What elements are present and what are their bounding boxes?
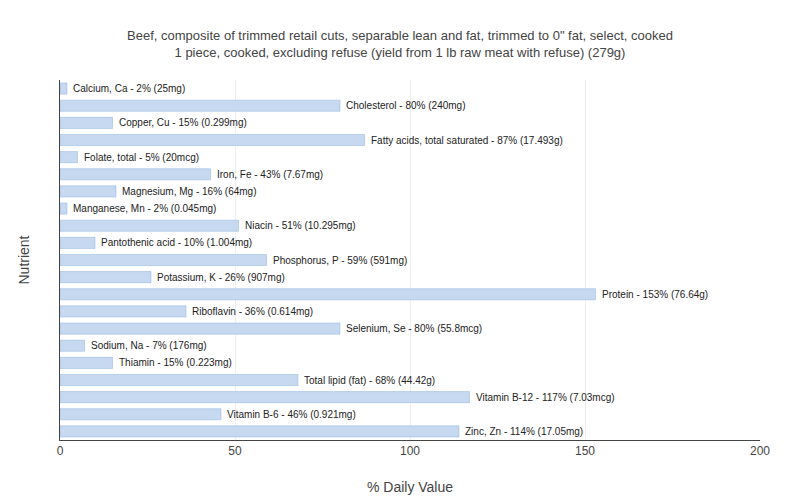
- svg-text:Copper, Cu - 15% (0.299mg): Copper, Cu - 15% (0.299mg): [119, 117, 247, 128]
- svg-text:Magnesium, Mg - 16% (64mg): Magnesium, Mg - 16% (64mg): [122, 186, 257, 197]
- svg-text:Fatty acids, total saturated -: Fatty acids, total saturated - 87% (17.4…: [371, 135, 563, 146]
- svg-text:Pantothenic acid - 10% (1.004m: Pantothenic acid - 10% (1.004mg): [101, 237, 252, 248]
- svg-text:Selenium, Se - 80% (55.8mcg): Selenium, Se - 80% (55.8mcg): [346, 323, 482, 334]
- svg-text:50: 50: [228, 444, 242, 458]
- svg-text:Sodium, Na - 7% (176mg): Sodium, Na - 7% (176mg): [91, 340, 207, 351]
- svg-text:Calcium, Ca - 2% (25mg): Calcium, Ca - 2% (25mg): [73, 83, 185, 94]
- svg-text:Zinc, Zn - 114% (17.05mg): Zinc, Zn - 114% (17.05mg): [465, 426, 583, 437]
- svg-text:Vitamin B-6 - 46% (0.921mg): Vitamin B-6 - 46% (0.921mg): [227, 409, 356, 420]
- svg-text:100: 100: [400, 444, 420, 458]
- svg-text:Thiamin - 15% (0.223mg): Thiamin - 15% (0.223mg): [119, 357, 232, 368]
- svg-text:Iron, Fe - 43% (7.67mg): Iron, Fe - 43% (7.67mg): [217, 169, 323, 180]
- svg-text:Total lipid (fat) - 68% (44.42: Total lipid (fat) - 68% (44.42g): [304, 375, 435, 386]
- svg-text:% Daily Value: % Daily Value: [367, 479, 453, 495]
- svg-text:Cholesterol - 80% (240mg): Cholesterol - 80% (240mg): [346, 100, 466, 111]
- svg-text:Beef, composite of trimmed ret: Beef, composite of trimmed retail cuts, …: [127, 28, 673, 60]
- svg-text:Manganese, Mn - 2% (0.045mg): Manganese, Mn - 2% (0.045mg): [73, 203, 216, 214]
- svg-text:200: 200: [750, 444, 770, 458]
- svg-text:Riboflavin - 36% (0.614mg): Riboflavin - 36% (0.614mg): [192, 306, 313, 317]
- svg-text:Potassium, K - 26% (907mg): Potassium, K - 26% (907mg): [157, 272, 285, 283]
- svg-text:Phosphorus, P - 59% (591mg): Phosphorus, P - 59% (591mg): [273, 255, 407, 266]
- svg-text:Nutrient: Nutrient: [16, 235, 32, 284]
- svg-text:150: 150: [575, 444, 595, 458]
- svg-text:Vitamin B-12 - 117% (7.03mcg): Vitamin B-12 - 117% (7.03mcg): [476, 392, 615, 403]
- svg-text:Niacin - 51% (10.295mg): Niacin - 51% (10.295mg): [245, 220, 356, 231]
- svg-text:Protein - 153% (76.64g): Protein - 153% (76.64g): [602, 289, 708, 300]
- svg-text:0: 0: [57, 444, 64, 458]
- svg-text:Folate, total - 5% (20mcg): Folate, total - 5% (20mcg): [84, 152, 199, 163]
